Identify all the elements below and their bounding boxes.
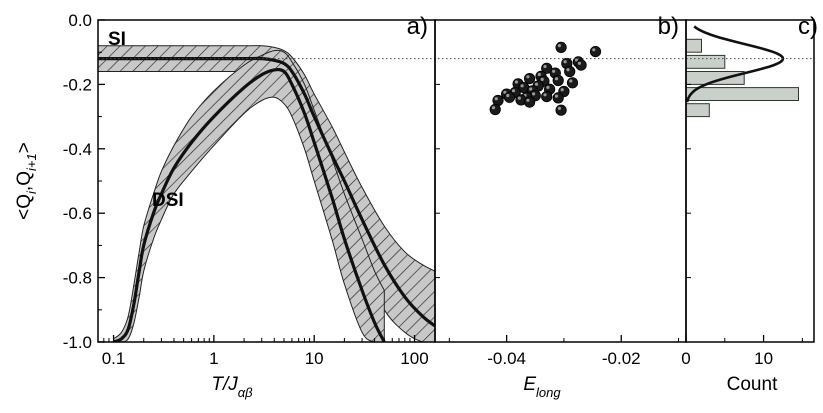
scatter-point-highlight [534, 82, 539, 86]
y-tick-label: -0.2 [63, 75, 92, 94]
scatter-point-highlight [517, 96, 521, 100]
scatter-point [503, 91, 516, 103]
y-axis-label-sub2: i+1 [24, 153, 39, 171]
panel-a-plot [98, 45, 435, 342]
plot-layer: 0.0-0.2-0.4-0.6-0.8-1.00.1 1 10 100 -0.04 -0.… [63, 11, 815, 368]
x-axis-label-b-main: E [523, 374, 536, 395]
scatter-point [589, 45, 602, 58]
scatter-point-highlight [494, 97, 498, 101]
x-tick-label-b: -0.02 [602, 349, 641, 368]
dsi-annotation: DSI [152, 190, 184, 211]
scatter-point-highlight [560, 88, 564, 92]
histogram-bar [685, 54, 726, 69]
scatter-point-highlight [592, 48, 596, 52]
scatter-point-highlight [554, 77, 559, 81]
scatter-point [555, 41, 567, 54]
scatter-point-highlight [569, 79, 573, 83]
scatter-point [523, 73, 536, 85]
x-axis-label-a: T/Jαβ [211, 374, 253, 400]
scatter-point-highlight [554, 94, 559, 98]
scatter-point-highlight [577, 61, 582, 65]
panel-a-label: a) [407, 13, 428, 40]
x-axis-label-a-main: T/J [211, 374, 238, 395]
scatter-point-highlight [491, 106, 496, 110]
scatter-point-highlight [557, 106, 562, 110]
scatter-point-highlight [557, 44, 562, 48]
histogram-bar [685, 103, 710, 118]
x-axis-label-b-sub: long [536, 385, 561, 400]
scatter-point-highlight [532, 92, 536, 96]
scatter-point-highlight [520, 84, 524, 88]
frame-b [434, 19, 687, 343]
y-tick-label: -0.6 [63, 204, 92, 223]
histogram-bar [685, 87, 799, 101]
scatter-point-highlight [537, 72, 541, 77]
panel-c-label: c) [798, 13, 818, 40]
y-axis-label: <Qi,Qi+1> [14, 142, 39, 220]
frame-c [685, 19, 815, 343]
y-tick-label: -0.8 [63, 269, 92, 288]
scatter-point-highlight [503, 90, 507, 94]
scatter-point-highlight [566, 68, 570, 72]
panel-c-plot [685, 25, 799, 118]
scatter-point [523, 96, 536, 108]
x-tick-label-a: 0.1 [102, 349, 126, 368]
scatter-point-highlight [526, 75, 530, 79]
scatter-point [555, 104, 567, 116]
x-tick-label-a: 10 [305, 349, 324, 368]
scatter-point-highlight [514, 80, 519, 84]
y-axis-label-pre: <Q [14, 194, 35, 220]
y-axis-label-mid: ,Q [14, 171, 35, 191]
scatter-point-highlight [543, 64, 547, 69]
scatter-point-highlight [552, 69, 556, 73]
scatter-point [552, 74, 564, 87]
panel-b-plot [489, 41, 602, 116]
scatter-point-highlight [529, 87, 533, 91]
x-axis-label-a-sub: αβ [238, 385, 253, 400]
scatter-point [575, 59, 587, 71]
y-tick-label: -1.0 [63, 333, 92, 352]
y-tick-label: 0.0 [68, 11, 92, 30]
histogram-bar [685, 38, 702, 53]
scatter-point-highlight [543, 93, 547, 97]
scatter-point [566, 77, 579, 89]
panel-b-label: b) [658, 13, 679, 40]
scatter-point-highlight [540, 77, 544, 81]
y-axis-label-sub1: i [24, 190, 39, 194]
scatter-point [541, 91, 553, 103]
scatter-point [564, 65, 576, 78]
scatter-point [489, 103, 501, 116]
scatter-point-highlight [563, 60, 567, 64]
x-axis-label-c: Count [727, 374, 778, 395]
x-tick-label-c: 0 [681, 349, 690, 368]
scatter-point-highlight [526, 98, 530, 102]
gaussian-fit-curve [685, 25, 785, 103]
y-tick-label: -0.4 [63, 140, 92, 159]
scatter-point-highlight [511, 89, 516, 93]
x-tick-label-a: 1 [209, 349, 218, 368]
x-tick-label-a: 100 [400, 349, 428, 368]
x-tick-label-b: -0.04 [487, 349, 526, 368]
line-dsi [112, 67, 386, 342]
scatter-point [552, 92, 564, 104]
x-tick-label-c: 10 [754, 349, 773, 368]
scatter-point-highlight [546, 85, 550, 89]
y-axis-label-post: > [14, 142, 35, 153]
si-annotation: SI [108, 29, 126, 50]
x-axis-label-b: Elong [523, 374, 561, 400]
scatter-point-highlight [506, 93, 510, 98]
